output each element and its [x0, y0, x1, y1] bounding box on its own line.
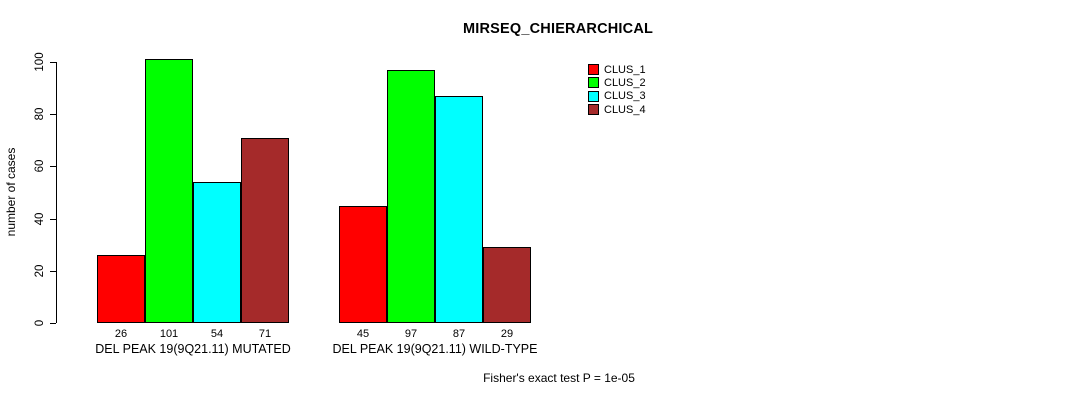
bar-value-label: 45 [356, 328, 370, 340]
bar-clus_2-group1 [145, 59, 193, 323]
bar-clus_1-group1 [97, 255, 145, 323]
y-axis-tick-label: 60 [34, 159, 46, 173]
bar-value-label: 87 [452, 328, 466, 340]
bar-value-label: 101 [159, 328, 179, 340]
legend: CLUS_1 CLUS_2 CLUS_3 CLUS_4 [588, 63, 646, 116]
bar-clus_4-group1 [241, 137, 289, 323]
y-axis-tick [50, 114, 56, 116]
legend-label: CLUS_4 [604, 103, 646, 116]
legend-label: CLUS_1 [604, 63, 646, 76]
legend-item-clus_4: CLUS_4 [588, 103, 646, 116]
legend-item-clus_2: CLUS_2 [588, 76, 646, 89]
legend-item-clus_1: CLUS_1 [588, 63, 646, 76]
y-axis-tick-label: 20 [34, 264, 46, 278]
chart-title: MIRSEQ_CHIERARCHICAL [462, 21, 654, 37]
y-axis-title: number of cases [4, 147, 18, 237]
y-axis-tick [50, 166, 56, 168]
legend-swatch-clus_3 [588, 90, 599, 102]
bar-value-label: 97 [404, 328, 418, 340]
y-axis-tick [50, 218, 56, 220]
y-axis-tick-label: 100 [34, 52, 46, 72]
bar-value-label: 54 [210, 328, 224, 340]
legend-label: CLUS_2 [604, 76, 646, 89]
legend-item-clus_3: CLUS_3 [588, 90, 646, 103]
y-axis-tick-label: 80 [34, 107, 46, 121]
bar-clus_3-group2 [435, 95, 483, 323]
y-axis-line [56, 62, 57, 323]
bar-value-label: 71 [258, 328, 272, 340]
y-axis-tick [50, 62, 56, 63]
fisher-test-note: Fisher's exact test P = 1e-05 [483, 371, 635, 385]
x-group-label: DEL PEAK 19(9Q21.11) WILD-TYPE [332, 342, 538, 356]
legend-swatch-clus_1 [588, 64, 599, 76]
bar-clus_2-group2 [387, 69, 435, 323]
y-axis-tick [50, 270, 56, 272]
bar-clus_4-group2 [483, 247, 531, 323]
legend-swatch-clus_4 [588, 104, 599, 116]
legend-swatch-clus_2 [588, 77, 599, 89]
y-axis-tick [50, 323, 56, 324]
legend-label: CLUS_3 [604, 90, 646, 103]
x-group-label: DEL PEAK 19(9Q21.11) MUTATED [95, 342, 291, 356]
bar-clus_3-group1 [193, 182, 241, 323]
bar-clus_1-group2 [339, 205, 387, 323]
bar-value-label: 26 [114, 328, 128, 340]
y-axis-tick-label: 0 [34, 319, 46, 327]
y-axis-tick-label: 40 [34, 212, 46, 225]
bar-value-label: 29 [500, 328, 514, 340]
